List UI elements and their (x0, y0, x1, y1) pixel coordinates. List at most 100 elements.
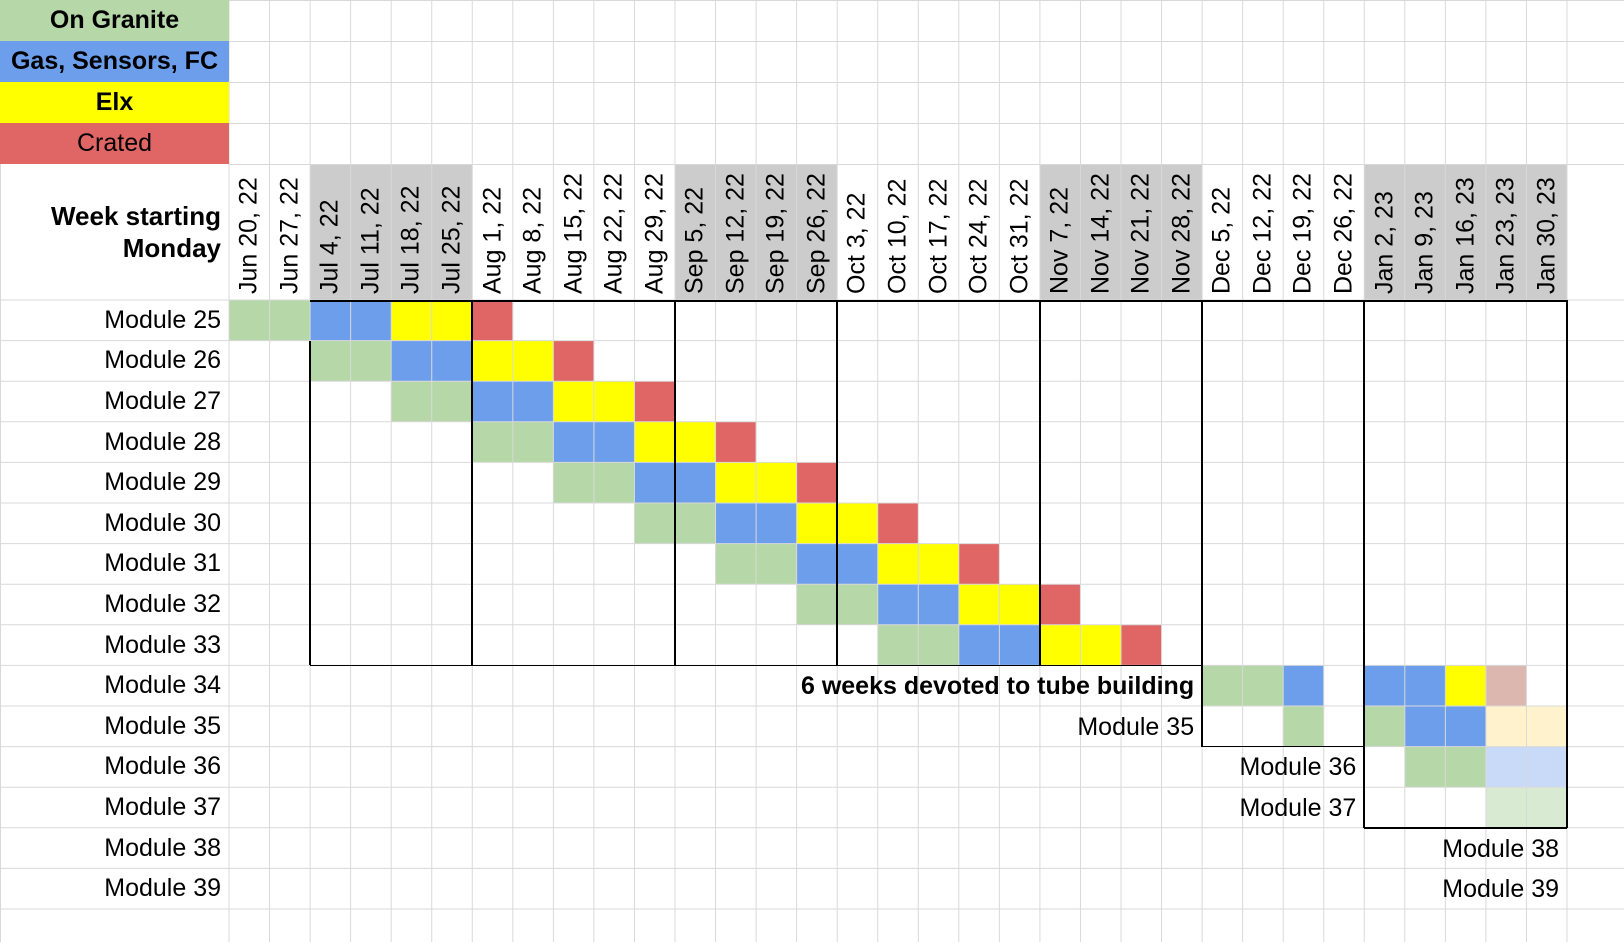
schedule-cell-crated[interactable] (796, 462, 838, 503)
module-row-label[interactable]: Module 32 (104, 589, 221, 618)
schedule-cell-elx[interactable] (715, 462, 757, 503)
schedule-cell-granite[interactable] (1404, 746, 1446, 788)
schedule-cell-elx[interactable] (593, 381, 635, 422)
schedule-cell-granite[interactable] (269, 300, 311, 341)
schedule-cell-gas[interactable] (593, 421, 635, 463)
week-column-header[interactable]: Nov 14, 22 (1086, 173, 1115, 294)
module-row-label[interactable]: Module 35 (104, 711, 221, 740)
schedule-cell-elx[interactable] (634, 421, 675, 463)
week-column-header[interactable]: Oct 31, 22 (1005, 178, 1034, 294)
week-column-header[interactable]: Jan 16, 23 (1451, 177, 1480, 294)
schedule-cell-gas[interactable] (1364, 665, 1405, 706)
schedule-cell-elx[interactable] (675, 421, 716, 463)
week-column-header[interactable]: Aug 1, 22 (478, 186, 507, 294)
week-column-header[interactable]: Jan 9, 23 (1410, 191, 1439, 294)
schedule-cell-granite[interactable] (512, 421, 554, 463)
schedule-cell-granite[interactable] (756, 543, 797, 585)
schedule-cell-gas[interactable] (350, 300, 392, 341)
schedule-cell-elx[interactable] (391, 300, 432, 341)
schedule-cell-granite[interactable] (1242, 665, 1284, 706)
schedule-cell-gas[interactable] (999, 624, 1040, 666)
week-column-header[interactable]: Jul 25, 22 (437, 185, 466, 294)
schedule-cell-gas[interactable] (877, 584, 919, 625)
schedule-cell-elx[interactable] (431, 300, 473, 341)
schedule-cell-gas[interactable] (553, 421, 594, 463)
schedule-cell-granite[interactable] (918, 624, 959, 666)
week-column-header[interactable]: Aug 8, 22 (518, 186, 547, 294)
module-row-label[interactable]: Module 33 (104, 630, 221, 659)
week-column-header[interactable]: Jul 11, 22 (356, 187, 385, 294)
week-column-header[interactable]: Jun 27, 22 (275, 177, 304, 294)
week-column-header[interactable]: Dec 19, 22 (1288, 173, 1317, 294)
schedule-cell-elx[interactable] (756, 462, 797, 503)
week-column-header[interactable]: Jul 4, 22 (315, 199, 344, 294)
schedule-cell-elx[interactable] (512, 340, 554, 382)
schedule-cell-granite[interactable] (1445, 746, 1486, 788)
schedule-cell-granite[interactable] (350, 340, 392, 382)
schedule-cell-crated[interactable] (877, 503, 919, 544)
schedule-cell-elx[interactable] (958, 584, 1000, 625)
module-row-label[interactable]: Module 25 (104, 305, 221, 334)
module-row-label[interactable]: Module 30 (104, 508, 221, 537)
schedule-cell-crated[interactable] (715, 421, 757, 463)
module-row-label[interactable]: Module 39 (104, 874, 221, 903)
schedule-cell-green_faded[interactable] (1485, 787, 1527, 828)
week-column-header[interactable]: Aug 22, 22 (599, 173, 628, 294)
schedule-cell-gas[interactable] (1404, 665, 1446, 706)
schedule-cell-crated[interactable] (958, 543, 1000, 585)
week-column-header[interactable]: Jun 20, 22 (234, 177, 263, 294)
schedule-cell-elx[interactable] (472, 340, 513, 382)
schedule-cell-elx[interactable] (553, 381, 594, 422)
schedule-cell-granite[interactable] (634, 503, 675, 544)
week-column-header[interactable]: Dec 12, 22 (1248, 173, 1277, 294)
schedule-cell-crated[interactable] (634, 381, 675, 422)
week-column-header[interactable]: Nov 7, 22 (1045, 186, 1074, 294)
schedule-cell-granite[interactable] (675, 503, 716, 544)
schedule-cell-gas[interactable] (1283, 665, 1324, 706)
schedule-cell-granite[interactable] (796, 584, 838, 625)
schedule-cell-gas[interactable] (634, 462, 675, 503)
module-row-label[interactable]: Module 26 (104, 346, 221, 375)
schedule-cell-crated[interactable] (1039, 584, 1081, 625)
schedule-cell-crated[interactable] (1121, 624, 1162, 666)
week-column-header[interactable]: Sep 19, 22 (761, 173, 790, 294)
module-row-label[interactable]: Module 37 (104, 792, 221, 821)
module-row-label[interactable]: Module 38 (104, 833, 221, 862)
schedule-cell-yellow_faded[interactable] (1485, 706, 1527, 747)
schedule-cell-gas[interactable] (310, 300, 351, 341)
schedule-cell-crated[interactable] (472, 300, 513, 341)
schedule-cell-gas[interactable] (1404, 706, 1446, 747)
week-column-header[interactable]: Aug 29, 22 (640, 173, 669, 294)
week-column-header[interactable]: Dec 5, 22 (1207, 186, 1236, 294)
schedule-cell-gas[interactable] (796, 543, 838, 585)
schedule-cell-granite[interactable] (431, 381, 473, 422)
schedule-cell-yellow_faded[interactable] (1526, 706, 1567, 747)
week-column-header[interactable]: Jan 23, 23 (1491, 177, 1520, 294)
week-column-header[interactable]: Jan 30, 23 (1532, 177, 1561, 294)
schedule-cell-gas[interactable] (512, 381, 554, 422)
schedule-cell-elx[interactable] (999, 584, 1040, 625)
schedule-cell-blue_faded[interactable] (1485, 746, 1527, 788)
week-column-header[interactable]: Oct 24, 22 (964, 178, 993, 294)
week-column-header[interactable]: Jul 18, 22 (396, 185, 425, 294)
week-column-header[interactable]: Dec 26, 22 (1329, 173, 1358, 294)
schedule-cell-gas[interactable] (675, 462, 716, 503)
module-row-label[interactable]: Module 28 (104, 427, 221, 456)
week-column-header[interactable]: Nov 21, 22 (1126, 173, 1155, 294)
schedule-cell-gas[interactable] (715, 503, 757, 544)
schedule-cell-granite[interactable] (310, 340, 351, 382)
schedule-cell-crated[interactable] (553, 340, 594, 382)
schedule-cell-gas[interactable] (1445, 706, 1486, 747)
schedule-cell-elx[interactable] (1039, 624, 1081, 666)
schedule-cell-elx[interactable] (796, 503, 838, 544)
schedule-cell-elx[interactable] (837, 503, 878, 544)
schedule-cell-granite[interactable] (1202, 665, 1243, 706)
schedule-cell-elx_faded[interactable] (1485, 665, 1527, 706)
week-column-header[interactable]: Jan 2, 23 (1370, 191, 1399, 294)
module-row-label[interactable]: Module 29 (104, 468, 221, 497)
schedule-cell-granite[interactable] (229, 300, 270, 341)
schedule-cell-granite[interactable] (1283, 706, 1324, 747)
module-row-label[interactable]: Module 34 (104, 671, 221, 700)
schedule-cell-gas[interactable] (472, 381, 513, 422)
schedule-cell-granite[interactable] (877, 624, 919, 666)
